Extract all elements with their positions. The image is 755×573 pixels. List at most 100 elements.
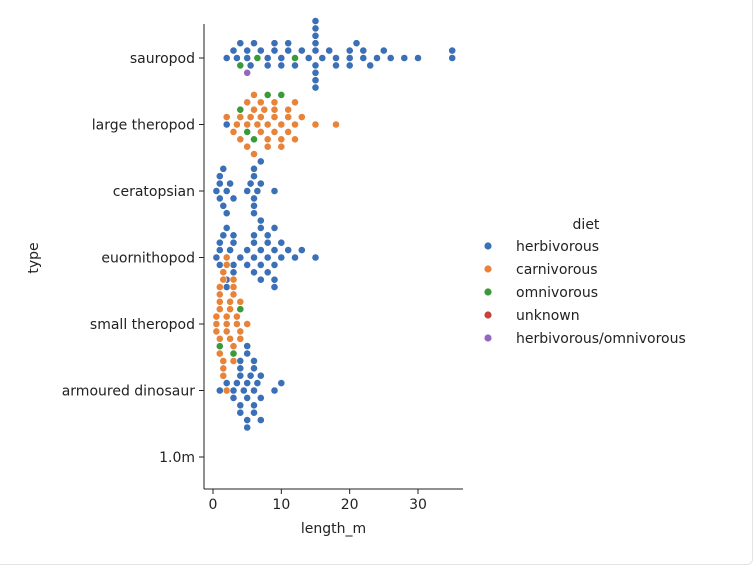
swarm-point [250, 364, 258, 373]
swarm-point [277, 91, 286, 99]
swarm-point [250, 401, 258, 410]
swarm-point [250, 356, 258, 365]
swarm-point [277, 253, 286, 262]
swarm-point [311, 120, 320, 129]
swarm-point [215, 349, 224, 358]
swarm-point [232, 379, 241, 387]
swarm-point [270, 260, 279, 269]
swarm-point [263, 268, 272, 277]
swarm-point [256, 157, 265, 166]
swarm-point [284, 39, 293, 48]
swarm-point [222, 327, 231, 336]
swarm-point [297, 113, 306, 121]
swarm-point [219, 231, 228, 240]
x-tick-label: 0 [209, 497, 218, 513]
swarm-point [226, 297, 234, 306]
swarm-point [311, 24, 320, 33]
swarm-point [219, 164, 228, 173]
swarm-point [256, 371, 265, 380]
y-axis-label: type [26, 242, 42, 273]
swarm-point [236, 364, 245, 373]
swarm-point [222, 187, 231, 195]
swarm-point [359, 46, 368, 55]
swarm-point [232, 312, 241, 321]
swarm-point [263, 238, 272, 247]
swarm-point [270, 98, 279, 107]
swarm-point [215, 194, 224, 203]
swarm-point [332, 54, 340, 62]
swarm-point [284, 127, 293, 136]
swarm-point [250, 238, 258, 247]
swarm-point [246, 61, 255, 70]
swarm-point [212, 187, 221, 195]
swarm-point [236, 327, 245, 336]
swarm-point [311, 61, 320, 70]
swarm-point [212, 320, 221, 328]
swarm-point [215, 334, 224, 343]
swarm-point [284, 246, 293, 254]
swarm-point [215, 260, 224, 269]
swarm-point [219, 275, 228, 284]
swarm-point [250, 201, 258, 210]
swarm-point [414, 54, 422, 62]
legend-label: carnivorous [516, 262, 598, 278]
swarm-point [277, 54, 286, 62]
swarm-point [318, 54, 327, 62]
swarm-point [215, 283, 224, 291]
swarm-point [222, 253, 231, 262]
swarm-point [250, 408, 258, 417]
swarm-point [215, 342, 224, 351]
swarm-point [215, 179, 224, 188]
swarm-point [236, 408, 245, 417]
swarm-point [311, 31, 320, 40]
swarm-point [250, 231, 258, 240]
swarm-point [243, 379, 252, 387]
swarm-point [243, 54, 252, 62]
swarm-point [215, 238, 224, 247]
swarm-point [270, 283, 279, 291]
swarm-point [400, 54, 409, 62]
swarm-point [215, 246, 224, 254]
swarm-point [256, 393, 265, 402]
swarm-point [256, 416, 265, 424]
swarm-point [270, 187, 279, 195]
swarm-point [253, 379, 262, 387]
legend-marker [484, 242, 492, 250]
x-tick-label: 10 [272, 497, 290, 513]
swarm-point [219, 201, 228, 210]
swarm-point [270, 275, 279, 284]
swarm-point [366, 61, 375, 70]
swarm-point [250, 209, 258, 218]
swarm-point [229, 290, 238, 299]
swarm-point [236, 297, 245, 306]
swarm-point [256, 260, 265, 269]
swarm-point [236, 371, 245, 380]
data-points [212, 17, 457, 432]
swarm-point [232, 320, 241, 328]
swarm-point [297, 246, 306, 254]
swarm-point [250, 91, 258, 99]
swarm-point [243, 127, 252, 136]
legend-label: unknown [516, 308, 580, 324]
swarm-point [236, 334, 245, 343]
swarm-point [263, 142, 272, 151]
swarm-point [256, 216, 265, 225]
swarm-point [297, 46, 306, 55]
swarm-point [263, 61, 272, 70]
swarm-point [239, 386, 248, 395]
swarm-point [448, 54, 457, 62]
legend-marker [484, 265, 492, 273]
swarm-point [243, 320, 252, 328]
swarm-point [229, 349, 238, 358]
swarm-point [311, 253, 320, 262]
swarm-point [222, 379, 231, 387]
swarm-point [229, 342, 238, 351]
swarm-point [250, 105, 258, 114]
swarm-point [311, 68, 320, 77]
x-tick-label: 30 [409, 497, 427, 513]
swarm-point [222, 209, 231, 218]
swarm-point [222, 260, 231, 269]
legend-title: diet [573, 217, 600, 233]
swarm-point [263, 91, 272, 99]
